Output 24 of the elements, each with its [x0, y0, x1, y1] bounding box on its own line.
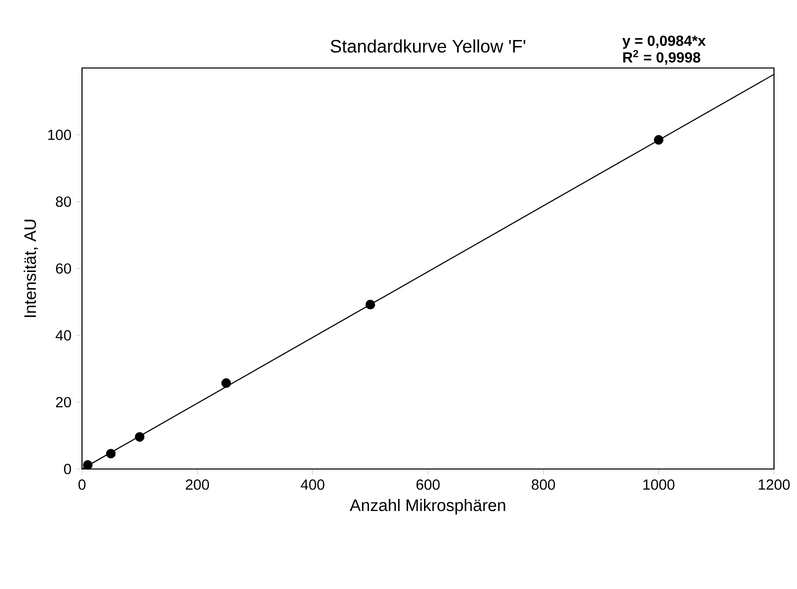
point: [82, 460, 93, 470]
point: [654, 135, 664, 145]
y-tick-label: 80: [56, 196, 72, 207]
y-tick-label: 100: [48, 130, 72, 140]
y-tick-label: 60: [56, 263, 72, 274]
x-tick-label: 1000: [643, 479, 674, 490]
text: y = 0,0984*x: [622, 36, 706, 49]
x-tick-label: 1200: [758, 479, 790, 490]
y-tick-label: 40: [56, 330, 72, 341]
x-tick-label: 0: [78, 479, 86, 490]
y-tick-label: 20: [56, 396, 72, 408]
x-tick-label: 400: [300, 479, 324, 490]
point: [106, 448, 116, 458]
x-axis-title: Anzahl Mikrosphären: [350, 498, 506, 514]
x-tick-label: 600: [416, 479, 440, 490]
chart-title: Standardkurve Yellow 'F': [330, 39, 526, 53]
point: [134, 432, 144, 442]
y-tick-label: 0: [64, 464, 72, 474]
point: [366, 300, 376, 310]
x-tick-label: 200: [186, 479, 209, 490]
text: R$^{2}$ = 0,9998: [623, 50, 700, 65]
point: [221, 378, 231, 388]
x-tick-label: 800: [532, 479, 555, 490]
y-axis-title: Intensität, AU: [24, 220, 38, 317]
